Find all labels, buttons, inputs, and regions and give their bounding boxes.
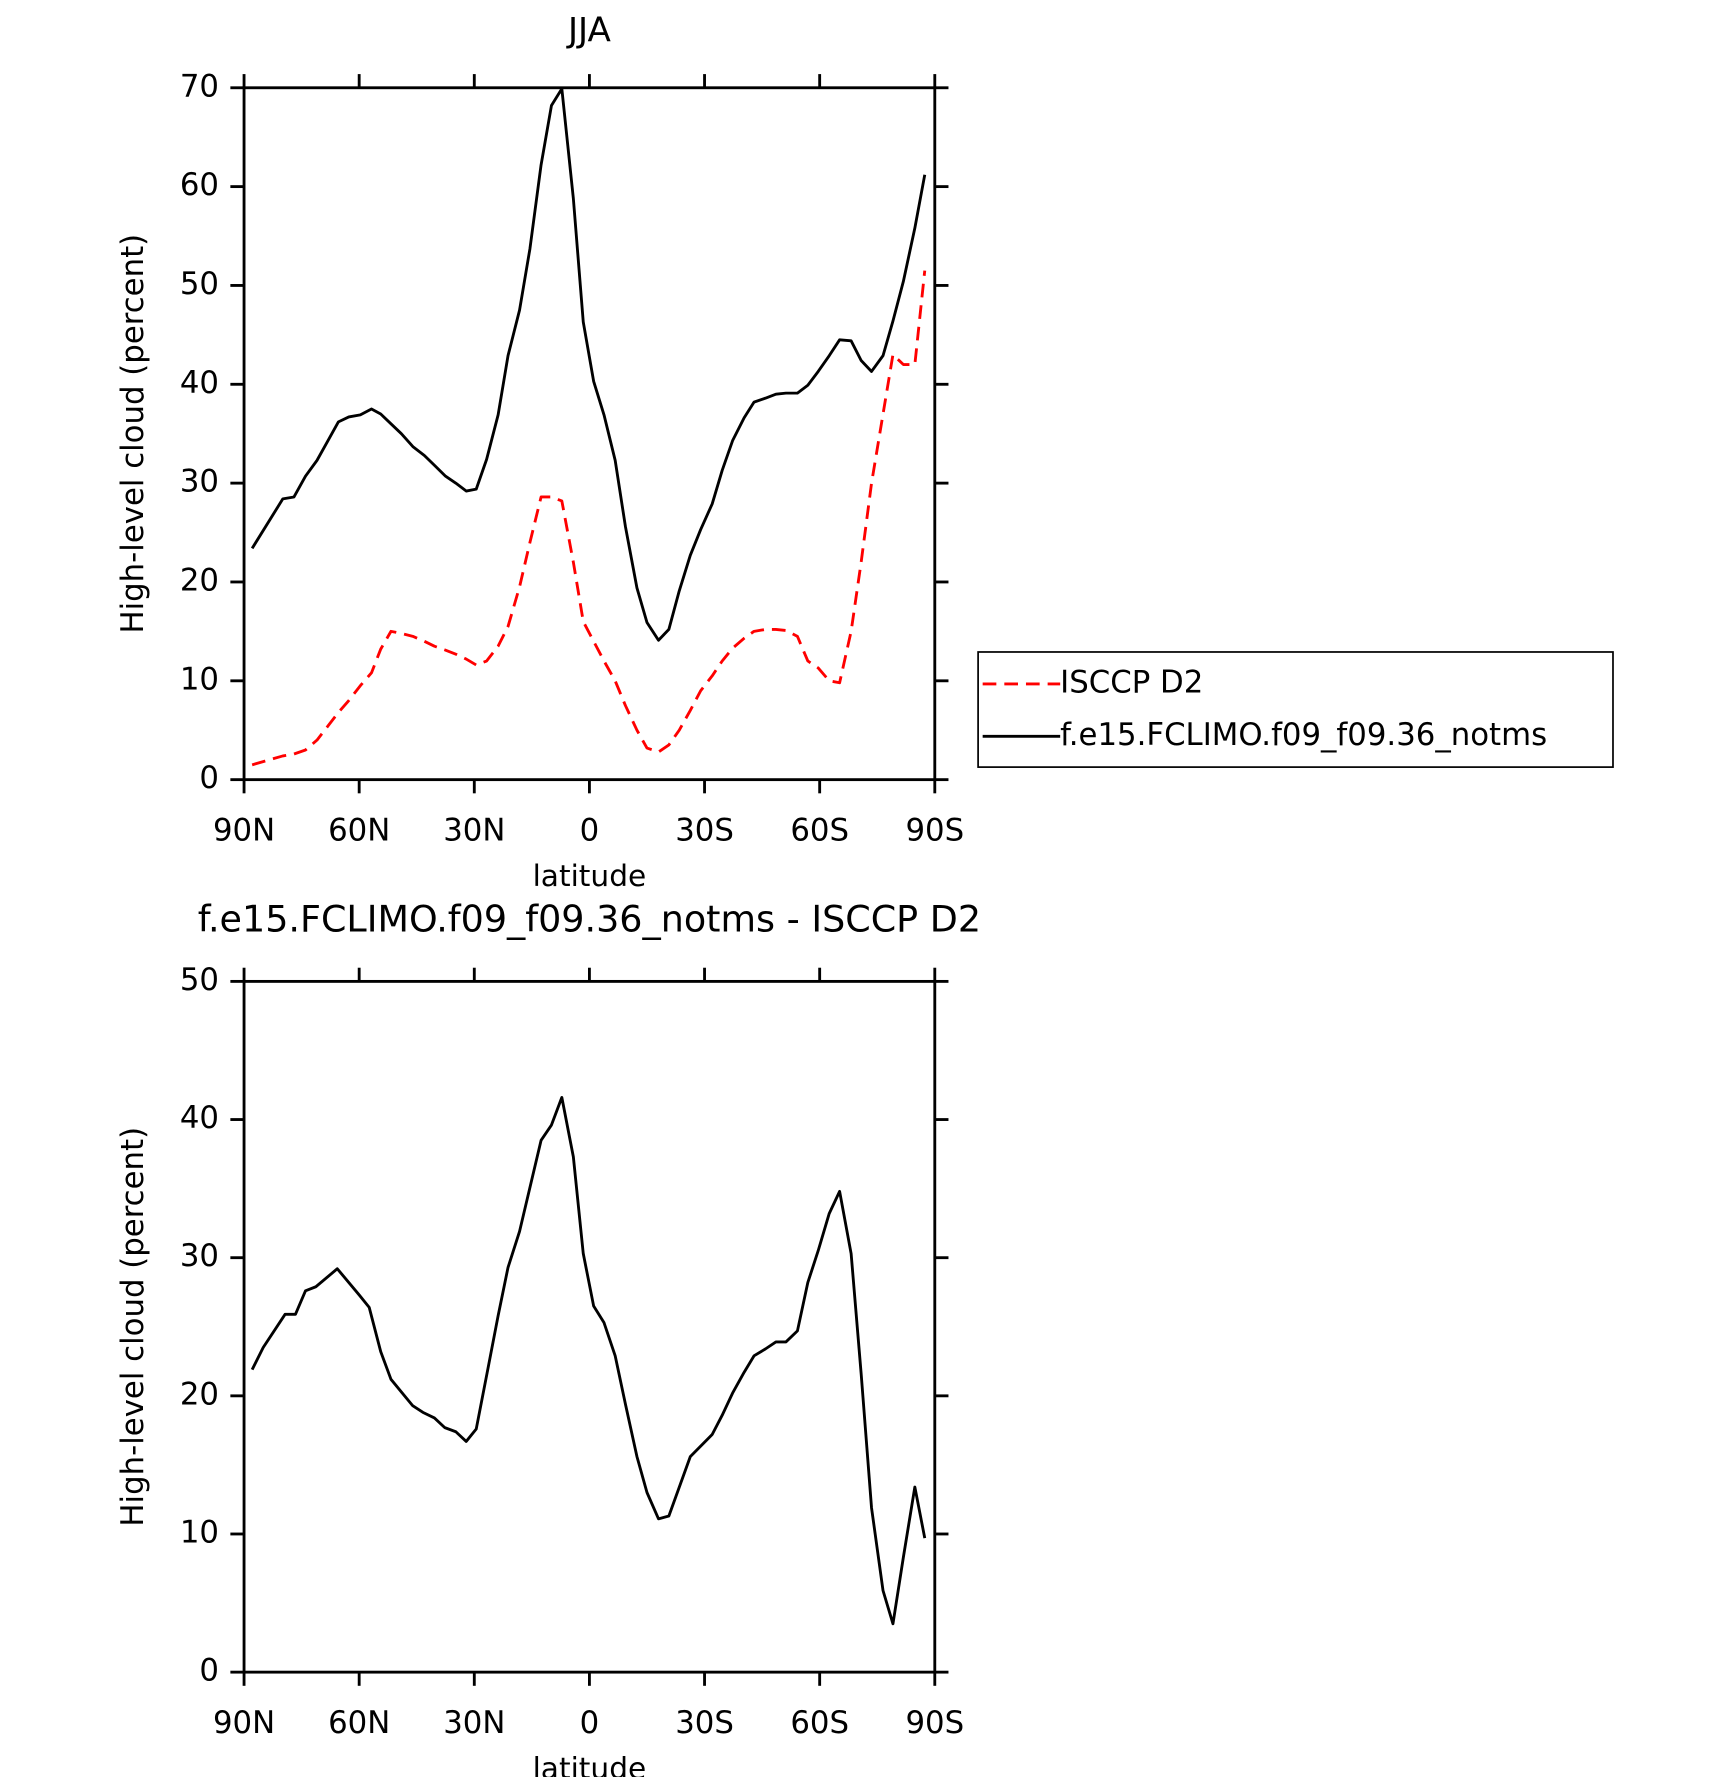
x-tick-label: 0 xyxy=(580,1705,600,1741)
x-tick-label: 30S xyxy=(675,1705,734,1741)
legend: ISCCP D2 f.e15.FCLIMO.f09_f09.36_notms xyxy=(977,651,1614,768)
x-tick-label: 30S xyxy=(675,813,734,849)
chart-title: JJA xyxy=(566,10,612,50)
y-tick-label: 0 xyxy=(199,760,219,796)
y-tick-label: 0 xyxy=(199,1653,219,1689)
y-tick-label: 50 xyxy=(180,266,219,302)
y-tick-label: 40 xyxy=(180,1100,219,1136)
y-axis-label: High-level cloud (percent) xyxy=(115,1127,151,1527)
x-tick-label: 60N xyxy=(328,813,390,849)
y-tick-label: 40 xyxy=(180,365,219,401)
y-tick-label: 30 xyxy=(180,1238,219,1274)
x-tick-label: 90N xyxy=(213,1705,275,1741)
x-tick-label: 90S xyxy=(905,1705,964,1741)
y-tick-label: 50 xyxy=(180,962,219,998)
x-tick-label: 30N xyxy=(443,813,505,849)
legend-box xyxy=(977,651,1614,768)
x-tick-label: 60N xyxy=(328,1705,390,1741)
data-line xyxy=(250,1096,927,1626)
x-tick-label: 90N xyxy=(213,813,275,849)
legend-label: ISCCP D2 xyxy=(1060,664,1203,700)
x-tick-label: 60S xyxy=(790,813,849,849)
y-tick-label: 70 xyxy=(180,68,219,104)
y-tick-label: 10 xyxy=(180,1514,219,1550)
x-tick-label: 0 xyxy=(580,813,600,849)
y-tick-label: 20 xyxy=(180,1376,219,1412)
data-line xyxy=(251,270,927,767)
y-tick-label: 20 xyxy=(180,562,219,598)
x-axis-label: latitude xyxy=(533,1751,647,1777)
x-tick-label: 60S xyxy=(790,1705,849,1741)
y-tick-label: 60 xyxy=(180,167,219,203)
y-tick-label: 10 xyxy=(180,661,219,697)
y-tick-label: 30 xyxy=(180,464,219,500)
legend-label: f.e15.FCLIMO.f09_f09.36_notms xyxy=(1060,717,1547,753)
plot-frame xyxy=(242,86,937,782)
x-axis-label: latitude xyxy=(533,858,647,893)
data-line xyxy=(250,87,927,642)
y-axis-label: High-level cloud (percent) xyxy=(115,234,151,634)
x-tick-label: 90S xyxy=(905,813,964,849)
plot-frame xyxy=(242,979,937,1674)
chart-title: f.e15.FCLIMO.f09_f09.36_notms - ISCCP D2 xyxy=(198,897,981,940)
x-tick-label: 30N xyxy=(443,1705,505,1741)
